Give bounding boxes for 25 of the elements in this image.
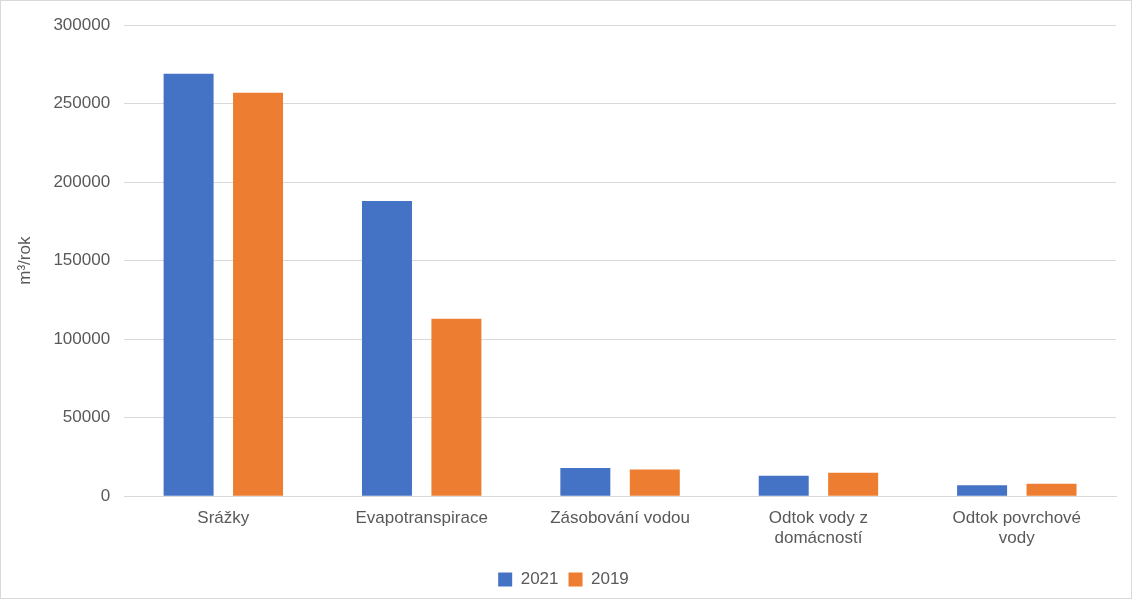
bar <box>629 469 680 496</box>
y-tick-label: 100000 <box>53 328 111 348</box>
y-tick-label: 250000 <box>53 93 111 113</box>
bar <box>361 201 412 496</box>
bar <box>233 92 284 496</box>
x-tick-label: Odtok povrchové vody <box>952 508 1082 548</box>
bar <box>560 467 611 496</box>
x-tick-label: Zásobování vodou <box>550 508 691 528</box>
bar <box>431 318 482 496</box>
x-tick-label: Odtok vody z domácností <box>768 508 869 548</box>
bar <box>163 73 214 496</box>
x-tick-label: Evapotranspirace <box>355 508 488 528</box>
bar <box>1026 483 1077 496</box>
bar <box>957 485 1008 496</box>
legend-label: 2021 <box>520 569 559 589</box>
legend-label: 2019 <box>591 569 629 589</box>
bar <box>828 472 879 496</box>
y-tick-label: 50000 <box>62 407 111 427</box>
y-tick-label: 0 <box>100 485 111 505</box>
x-tick-label: Srážky <box>197 508 250 528</box>
y-tick-label: 200000 <box>53 171 111 191</box>
y-axis-title: m³/rok <box>14 236 34 285</box>
bar <box>758 475 809 496</box>
y-tick-label: 150000 <box>53 250 111 270</box>
y-tick-label: 300000 <box>53 14 111 34</box>
